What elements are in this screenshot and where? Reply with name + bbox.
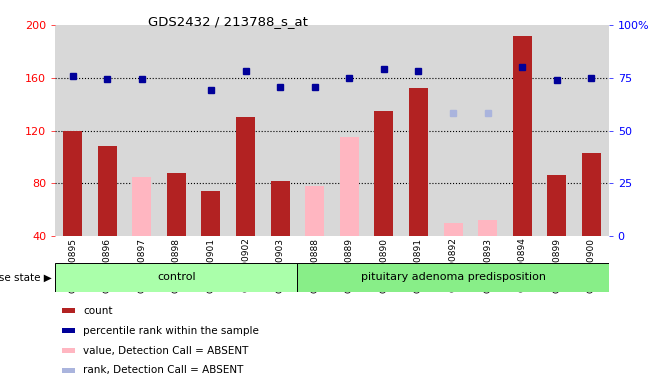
Text: value, Detection Call = ABSENT: value, Detection Call = ABSENT: [83, 346, 248, 356]
Bar: [63, 131, 82, 236]
Bar: [55, 263, 298, 292]
Bar: [201, 191, 221, 236]
Text: disease state ▶: disease state ▶: [0, 272, 52, 283]
Bar: [305, 186, 324, 236]
Bar: [340, 137, 359, 236]
Bar: [547, 175, 566, 236]
Text: pituitary adenoma predisposition: pituitary adenoma predisposition: [361, 272, 546, 283]
Bar: [98, 146, 117, 236]
Bar: [582, 153, 601, 236]
Bar: [409, 88, 428, 236]
Text: rank, Detection Call = ABSENT: rank, Detection Call = ABSENT: [83, 366, 243, 376]
Bar: [443, 223, 463, 236]
Text: control: control: [157, 272, 196, 283]
Bar: [478, 220, 497, 236]
Bar: [236, 118, 255, 236]
Bar: [298, 263, 609, 292]
Text: percentile rank within the sample: percentile rank within the sample: [83, 326, 259, 336]
Text: GDS2432 / 213788_s_at: GDS2432 / 213788_s_at: [148, 15, 308, 28]
Bar: [271, 181, 290, 236]
Text: count: count: [83, 306, 113, 316]
Bar: [374, 111, 393, 236]
Bar: [513, 36, 532, 236]
Bar: [132, 177, 151, 236]
Bar: [167, 173, 186, 236]
